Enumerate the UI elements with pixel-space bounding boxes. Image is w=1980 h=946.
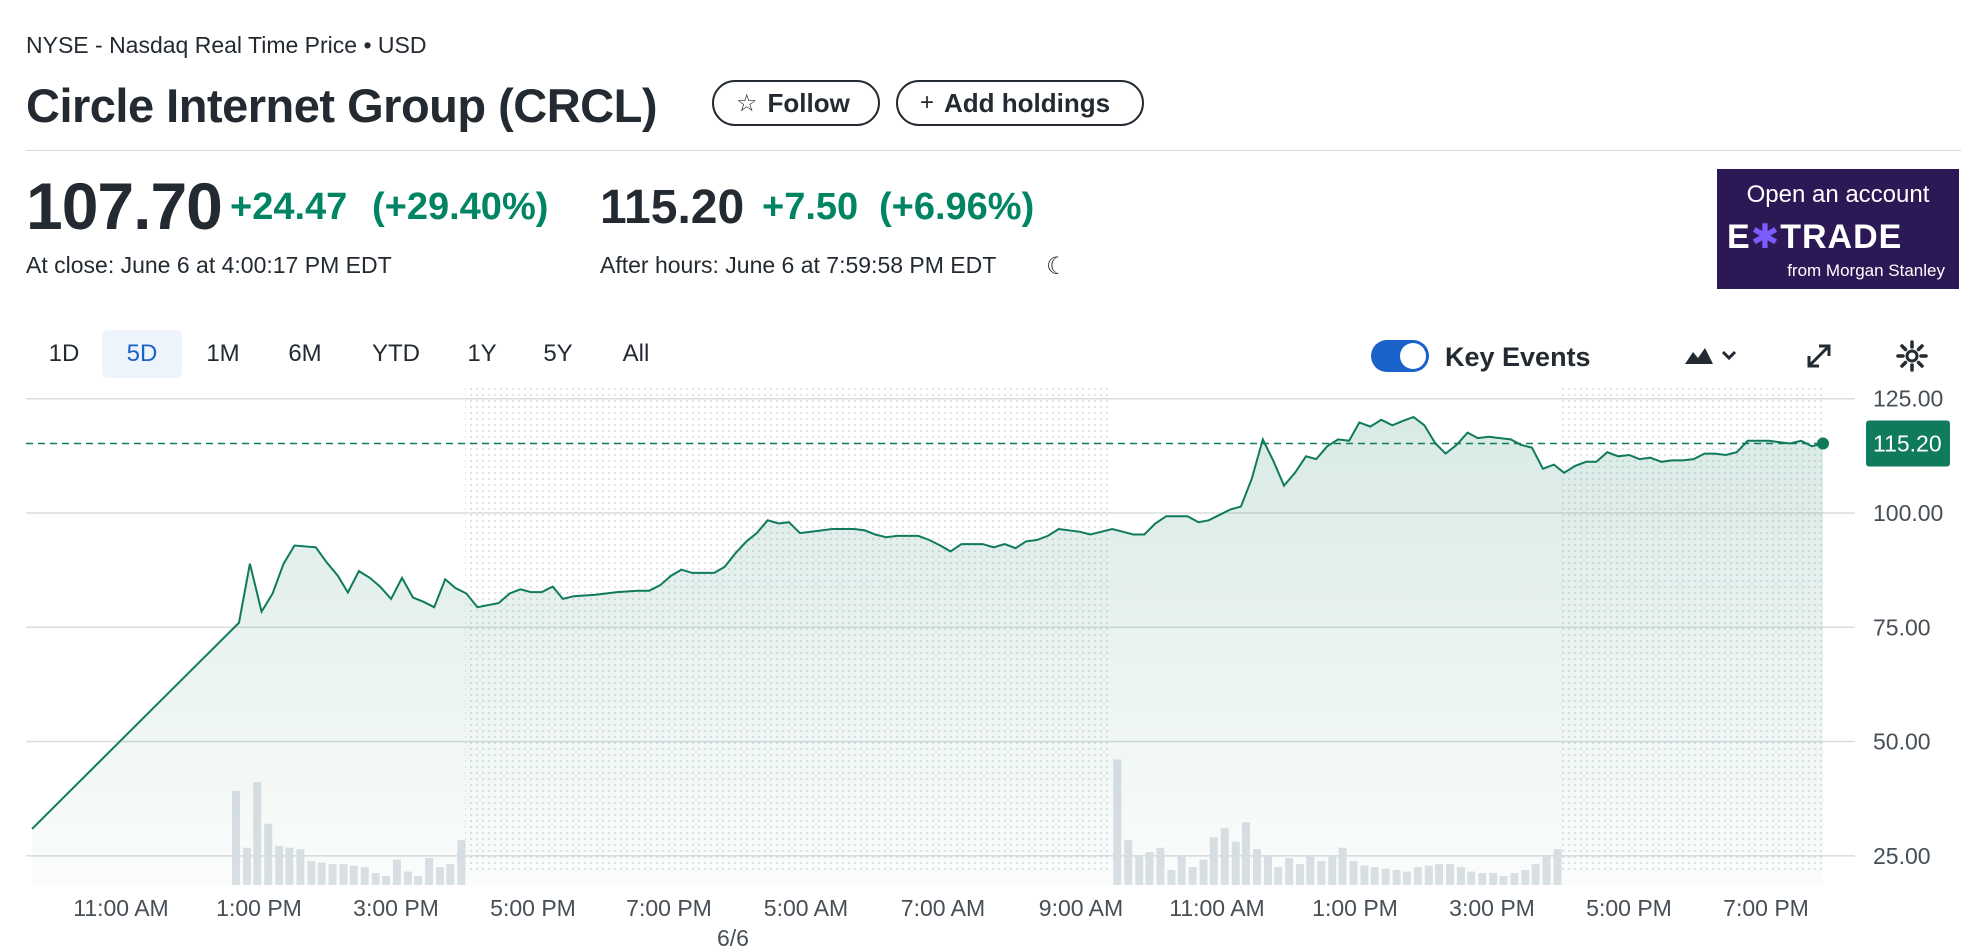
y-tick-label: 100.00 [1873, 500, 1943, 526]
logo-x: ✱ [1750, 218, 1781, 256]
y-tick-label: 75.00 [1873, 614, 1931, 640]
y-tick-label: 50.00 [1873, 729, 1931, 755]
key-events-label: Key Events [1445, 342, 1591, 372]
logo-trade: TRADE [1780, 218, 1903, 256]
range-1m[interactable]: 1M [206, 340, 240, 367]
x-tick-label: 3:00 PM [353, 895, 439, 921]
etrade-ad[interactable]: Open an account E✱TRADE from Morgan Stan… [1717, 169, 1959, 289]
after-hours-change-pct: (+6.96%) [879, 186, 1035, 228]
x-tick-label: 9:00 AM [1039, 895, 1123, 921]
mountain-chart-icon [1685, 348, 1737, 364]
range-5y[interactable]: 5Y [543, 340, 573, 367]
add-holdings-label: Add holdings [944, 87, 1111, 118]
current-price-badge [1866, 420, 1950, 467]
x-tick-label: 7:00 PM [1723, 895, 1809, 921]
price-area [32, 417, 1823, 885]
x-tick-label: 1:00 PM [216, 895, 302, 921]
exchange-info: NYSE - Nasdaq Real Time Price • USD [26, 32, 427, 58]
x-tick-label: 1:00 PM [1312, 895, 1398, 921]
star-icon: ☆ [736, 89, 758, 117]
range-ytd[interactable]: YTD [372, 340, 420, 367]
price-line [31, 415, 1824, 830]
key-events-toggle[interactable] [1371, 340, 1429, 372]
close-time: At close: June 6 at 4:00:17 PM EDT [26, 252, 392, 278]
y-axis-labels: 125.00 100.00 75.00 50.00 25.00 [1873, 386, 1943, 869]
x-tick-label: 11:00 AM [1169, 895, 1264, 921]
x-tick-label: 5:00 AM [764, 895, 848, 921]
after-hours-time: After hours: June 6 at 7:59:58 PM EDT [600, 252, 997, 278]
range-all[interactable]: All [622, 340, 650, 367]
expand-button[interactable] [1805, 342, 1833, 377]
close-change-pct: (+29.40%) [372, 186, 549, 228]
add-holdings-button[interactable]: + Add holdings [896, 80, 1144, 126]
date-label: 6/6 [717, 925, 749, 946]
header-divider [26, 150, 1961, 151]
range-1y[interactable]: 1Y [467, 340, 497, 367]
range-5d[interactable]: 5D [102, 330, 182, 378]
ad-subline: from Morgan Stanley [1787, 261, 1945, 280]
ad-headline: Open an account [1746, 181, 1930, 208]
x-tick-label: 5:00 PM [1586, 895, 1672, 921]
close-change: +24.47 [230, 186, 348, 228]
chart-type-button[interactable] [1683, 342, 1739, 377]
follow-label: Follow [767, 87, 850, 118]
y-tick-label: 25.00 [1873, 843, 1931, 869]
last-price-dot [1817, 437, 1829, 450]
x-tick-label: 3:00 PM [1449, 895, 1535, 921]
range-6m[interactable]: 6M [288, 340, 322, 367]
x-axis-labels: 11:00 AM 1:00 PM 3:00 PM 5:00 PM 7:00 PM 5:00… [73, 895, 1809, 946]
x-tick-label: 7:00 AM [901, 895, 985, 921]
price-chart[interactable]: 125.00 100.00 75.00 50.00 25.00 11:00 AM 1:00… [0, 380, 1980, 946]
gear-icon [1896, 340, 1928, 372]
settings-button[interactable] [1896, 340, 1928, 379]
logo-e: E [1727, 218, 1751, 256]
current-price-label: 115.20 [1873, 431, 1942, 457]
expand-icon [1807, 344, 1831, 368]
after-hours-price: 115.20 [600, 181, 745, 234]
x-tick-label: 5:00 PM [490, 895, 576, 921]
range-1d[interactable]: 1D [48, 340, 80, 367]
follow-button[interactable]: ☆ Follow [712, 80, 880, 126]
etrade-logo: E✱TRADE [1727, 217, 1902, 257]
after-hours-change: +7.50 [762, 186, 859, 228]
plus-icon: + [920, 89, 935, 116]
x-tick-label: 7:00 PM [626, 895, 712, 921]
moon-icon: ☾ [1046, 253, 1068, 280]
y-tick-label: 125.00 [1873, 386, 1943, 412]
toggle-knob [1400, 343, 1426, 369]
page-title: Circle Internet Group (CRCL) [26, 79, 657, 132]
x-tick-label: 11:00 AM [73, 895, 168, 921]
close-price: 107.70 [26, 169, 223, 243]
